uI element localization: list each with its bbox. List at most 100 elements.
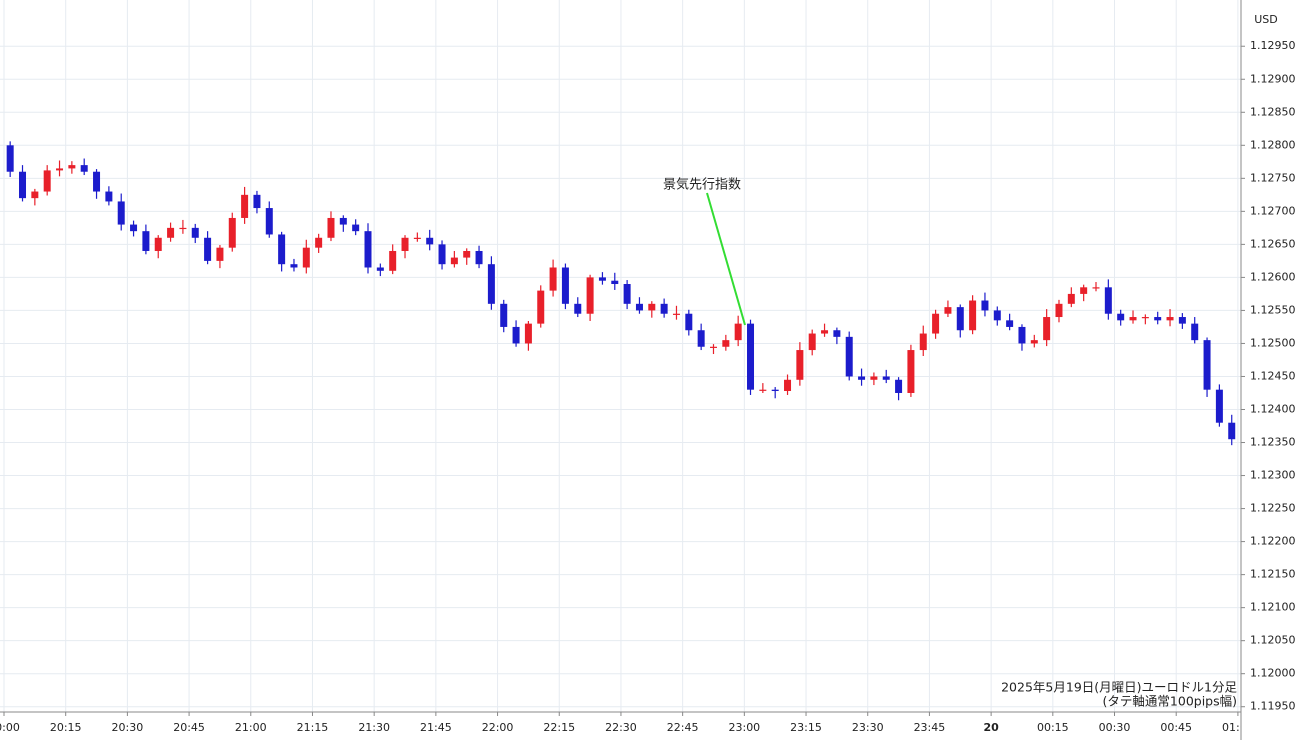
candle-body <box>1104 287 1112 314</box>
y-tick-label: 1.12200 <box>1250 535 1296 548</box>
y-tick-label: 1.12350 <box>1250 436 1296 449</box>
candle-body <box>315 237 323 248</box>
candle-body <box>845 336 853 377</box>
candle-body <box>6 145 14 172</box>
x-tick-label: 00:45 <box>1160 721 1192 734</box>
candle-body <box>537 290 545 324</box>
candle-body <box>438 244 446 265</box>
annotation-pointer <box>706 192 746 326</box>
candle-body <box>1092 287 1100 289</box>
candle-body <box>1006 320 1014 327</box>
candle-body <box>68 165 76 169</box>
candle-body <box>1141 317 1149 319</box>
candle-body <box>117 201 125 225</box>
candle-body <box>1080 287 1088 294</box>
x-tick-label: 20:00 <box>0 721 20 734</box>
candle-body <box>611 280 619 285</box>
candle-body <box>401 237 409 251</box>
candle-body <box>944 307 952 314</box>
x-tick-label: 23:45 <box>914 721 946 734</box>
candle-body <box>426 237 434 245</box>
x-tick-label: 21:15 <box>297 721 329 734</box>
candle-body <box>413 237 421 239</box>
candle-body <box>524 323 532 344</box>
candle-body <box>796 350 804 380</box>
candle-body <box>858 376 866 380</box>
candle-body <box>919 333 927 351</box>
candle-body <box>216 247 224 261</box>
candle-body <box>1067 293 1075 304</box>
candle-body <box>352 224 360 232</box>
candle-body <box>1191 323 1199 341</box>
y-tick-label: 1.12800 <box>1250 138 1296 151</box>
candle-body <box>907 350 915 393</box>
y-tick-label: 1.12400 <box>1250 402 1296 415</box>
caption: (タテ軸通常100pips幅) <box>1103 694 1237 709</box>
candle-body <box>660 303 668 314</box>
candle-body <box>56 168 64 171</box>
candle-body <box>1166 317 1174 321</box>
y-tick-label: 1.12300 <box>1250 469 1296 482</box>
candle-body <box>549 267 557 291</box>
candle-body <box>142 231 150 251</box>
candle-body <box>364 231 372 268</box>
candle-body <box>228 217 236 248</box>
x-tick-label: 20 <box>983 721 999 734</box>
candle-body <box>709 346 717 348</box>
y-tick-label: 1.11950 <box>1250 700 1296 713</box>
candle-body <box>93 171 101 192</box>
candle-body <box>167 227 175 238</box>
y-tick-label: 1.12450 <box>1250 369 1296 382</box>
x-tick-label: 23:30 <box>852 721 884 734</box>
y-tick-label: 1.12050 <box>1250 634 1296 647</box>
x-tick-label: 00:30 <box>1099 721 1131 734</box>
candle-body <box>598 277 606 281</box>
candle-body <box>981 300 989 311</box>
candle-body <box>105 191 113 202</box>
candle-body <box>932 313 940 334</box>
candle-body <box>1203 340 1211 390</box>
candle-body <box>722 340 730 347</box>
candle-body <box>339 217 347 225</box>
y-axis: 1.11950 1.12000 1.12050 1.12100 1.12150 1.122… <box>1241 39 1296 713</box>
candle-body <box>993 310 1001 321</box>
y-tick-label: 1.12700 <box>1250 204 1296 217</box>
x-tick-label: 20:15 <box>50 721 82 734</box>
x-tick-label: 20:30 <box>112 721 144 734</box>
candle-body <box>635 303 643 311</box>
candle-body <box>784 379 792 392</box>
candle-body <box>43 170 51 192</box>
candle-body <box>475 250 483 265</box>
y-tick-label: 1.12100 <box>1250 601 1296 614</box>
candle-body <box>1178 317 1186 324</box>
candle-body <box>734 323 742 341</box>
candle-body <box>586 277 594 314</box>
x-tick-label: 21:45 <box>420 721 452 734</box>
candle-body <box>771 389 779 392</box>
candle-body <box>672 313 680 315</box>
candle-body <box>956 307 964 331</box>
candle-body <box>19 171 27 199</box>
candle-body <box>1018 326 1026 344</box>
y-tick-label: 1.12950 <box>1250 39 1296 52</box>
y-tick-label: 1.12750 <box>1250 171 1296 184</box>
candle-body <box>821 330 829 334</box>
candle-body <box>154 237 162 251</box>
candle-body <box>191 227 199 238</box>
candle-body <box>265 208 273 235</box>
candle-body <box>648 303 656 311</box>
candle-body <box>302 247 310 268</box>
x-tick-label: 20:45 <box>173 721 205 734</box>
y-tick-label: 1.12000 <box>1250 667 1296 680</box>
candle-body <box>130 224 138 232</box>
x-tick-label: 22:30 <box>605 721 637 734</box>
x-tick-label: 21:00 <box>235 721 267 734</box>
price-axis <box>1241 0 1300 745</box>
candle-body <box>278 234 286 265</box>
candle-body <box>685 313 693 331</box>
grid <box>0 0 1241 712</box>
time-axis <box>0 712 1300 745</box>
candle-body <box>376 267 384 271</box>
candle-body <box>969 300 977 331</box>
